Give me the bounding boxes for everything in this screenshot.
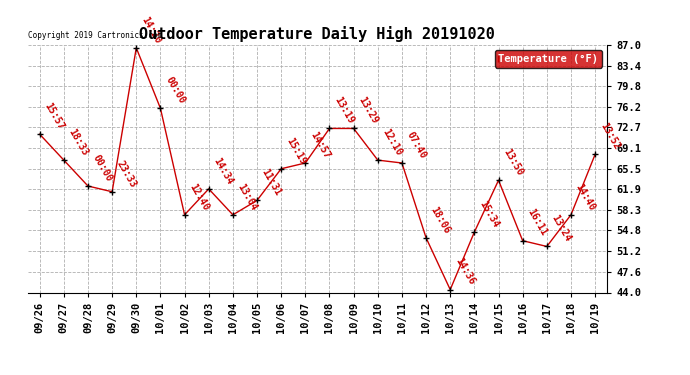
Text: 07:40: 07:40 (405, 130, 428, 160)
Text: 14:34: 14:34 (212, 156, 235, 186)
Text: 13:19: 13:19 (333, 95, 355, 126)
Text: 15:57: 15:57 (43, 101, 66, 131)
Text: 16:11: 16:11 (526, 207, 549, 238)
Text: 18:06: 18:06 (429, 205, 452, 235)
Text: 23:33: 23:33 (115, 159, 138, 189)
Text: 14:36: 14:36 (453, 256, 476, 287)
Text: 13:24: 13:24 (550, 213, 573, 244)
Text: 13:29: 13:29 (357, 95, 380, 126)
Legend: Temperature (°F): Temperature (°F) (495, 50, 602, 68)
Text: Copyright 2019 Cartronics.com: Copyright 2019 Cartronics.com (28, 31, 161, 40)
Text: 12:40: 12:40 (188, 182, 210, 212)
Title: Outdoor Temperature Daily High 20191020: Outdoor Temperature Daily High 20191020 (139, 27, 495, 42)
Text: 14:40: 14:40 (574, 182, 597, 212)
Text: 15:34: 15:34 (477, 199, 500, 229)
Text: 14:57: 14:57 (308, 130, 331, 160)
Text: 18:33: 18:33 (67, 127, 90, 158)
Text: 11:31: 11:31 (260, 167, 283, 198)
Text: 13:04: 13:04 (236, 182, 259, 212)
Text: 00:00: 00:00 (164, 75, 186, 105)
Text: 13:50: 13:50 (502, 147, 524, 177)
Text: 00:00: 00:00 (91, 153, 114, 183)
Text: 12:10: 12:10 (381, 127, 404, 158)
Text: 13:52: 13:52 (598, 121, 621, 152)
Text: 14:20: 14:20 (139, 15, 162, 45)
Text: 15:19: 15:19 (284, 135, 307, 166)
